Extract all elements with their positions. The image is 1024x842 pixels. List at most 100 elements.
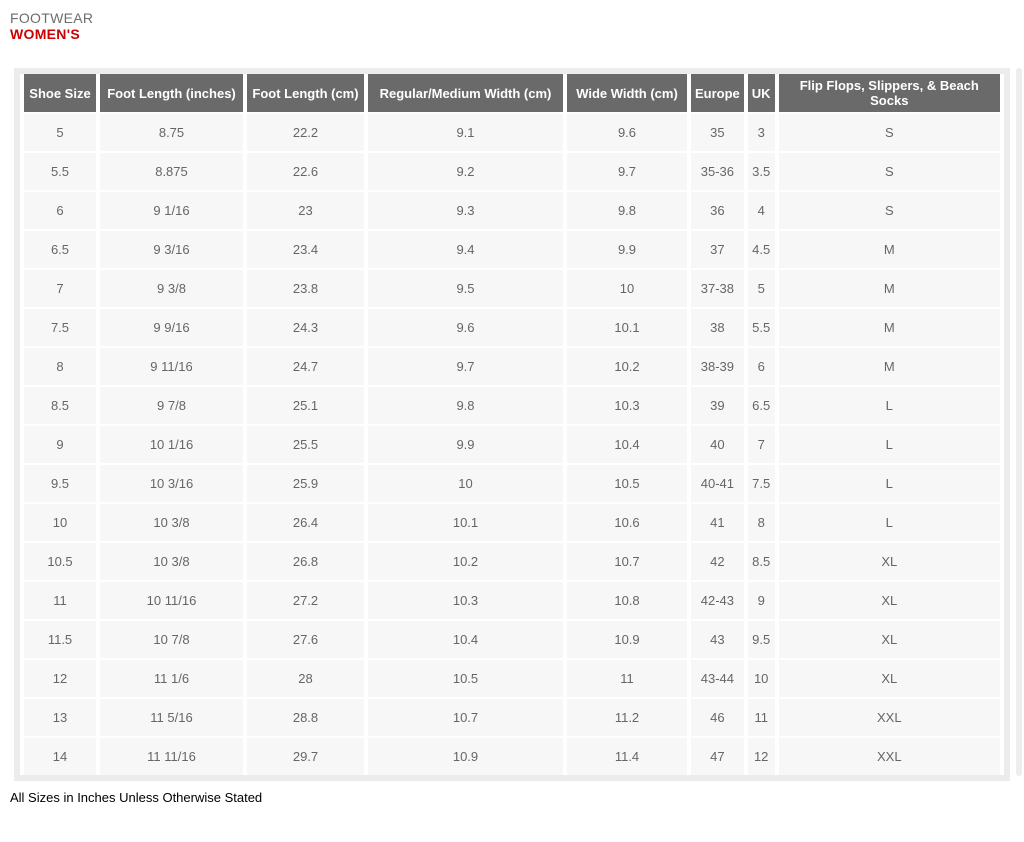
table-cell: L <box>778 426 1000 463</box>
table-cell: 3.5 <box>747 153 775 190</box>
table-cell: 6.5 <box>24 231 96 268</box>
table-cell: 47 <box>691 738 744 775</box>
table-cell: 9 9/16 <box>100 309 243 346</box>
table-cell: 8.5 <box>24 387 96 424</box>
table-cell: 8.875 <box>100 153 243 190</box>
table-cell: 38-39 <box>691 348 744 385</box>
scrollbar-track[interactable] <box>1016 68 1022 776</box>
table-cell: 25.9 <box>247 465 364 502</box>
table-cell: 11 11/16 <box>100 738 243 775</box>
table-cell: 9.7 <box>567 153 687 190</box>
table-cell: 8.75 <box>100 114 243 151</box>
table-cell: 4 <box>747 192 775 229</box>
column-header: Flip Flops, Slippers, & Beach Socks <box>778 74 1000 112</box>
table-cell: 10 3/8 <box>100 543 243 580</box>
table-cell: 3 <box>747 114 775 151</box>
table-cell: 10.4 <box>567 426 687 463</box>
table-row: 9.5 10 3/16 25.9 10 10.5 40-41 7.5 L <box>24 465 1000 502</box>
table-cell: 10 <box>368 465 563 502</box>
table-cell: 42-43 <box>691 582 744 619</box>
table-cell: 23.8 <box>247 270 364 307</box>
table-cell: 9.6 <box>567 114 687 151</box>
table-cell: 5 <box>24 114 96 151</box>
table-cell: XL <box>778 582 1000 619</box>
table-cell: 10 <box>747 660 775 697</box>
table-cell: 8.5 <box>747 543 775 580</box>
table-row: 8.5 9 7/8 25.1 9.8 10.3 39 6.5 L <box>24 387 1000 424</box>
table-row: 5.5 8.875 22.6 9.2 9.7 35-36 3.5 S <box>24 153 1000 190</box>
table-cell: 5 <box>747 270 775 307</box>
category-label: FOOTWEAR <box>10 10 94 26</box>
table-cell: 6 <box>24 192 96 229</box>
table-cell: 35 <box>691 114 744 151</box>
table-cell: 11 <box>747 699 775 736</box>
table-cell: 22.2 <box>247 114 364 151</box>
column-header: Foot Length (inches) <box>100 74 243 112</box>
table-cell: L <box>778 504 1000 541</box>
table-cell: 9 3/8 <box>100 270 243 307</box>
table-cell: 43 <box>691 621 744 658</box>
table-cell: 39 <box>691 387 744 424</box>
table-cell: 10.5 <box>368 660 563 697</box>
table-cell: 11 5/16 <box>100 699 243 736</box>
table-cell: 43-44 <box>691 660 744 697</box>
table-row: 10 10 3/8 26.4 10.1 10.6 41 8 L <box>24 504 1000 541</box>
table-cell: 24.7 <box>247 348 364 385</box>
table-cell: 9 <box>747 582 775 619</box>
table-row: 6.5 9 3/16 23.4 9.4 9.9 37 4.5 M <box>24 231 1000 268</box>
table-cell: 26.8 <box>247 543 364 580</box>
column-header: Europe <box>691 74 744 112</box>
table-cell: 9 3/16 <box>100 231 243 268</box>
table-cell: 25.5 <box>247 426 364 463</box>
table-cell: 40-41 <box>691 465 744 502</box>
table-cell: M <box>778 348 1000 385</box>
table-cell: 12 <box>747 738 775 775</box>
column-header: Shoe Size <box>24 74 96 112</box>
table-cell: 9 <box>24 426 96 463</box>
table-cell: 27.2 <box>247 582 364 619</box>
table-cell: 5.5 <box>747 309 775 346</box>
table-row: 11 10 11/16 27.2 10.3 10.8 42-43 9 XL <box>24 582 1000 619</box>
table-cell: 10 7/8 <box>100 621 243 658</box>
table-cell: 10.2 <box>368 543 563 580</box>
table-cell: 10 11/16 <box>100 582 243 619</box>
table-cell: 23 <box>247 192 364 229</box>
table-cell: 9.1 <box>368 114 563 151</box>
table-cell: 41 <box>691 504 744 541</box>
table-cell: 23.4 <box>247 231 364 268</box>
table-cell: 40 <box>691 426 744 463</box>
table-cell: 9.6 <box>368 309 563 346</box>
table-cell: 9.2 <box>368 153 563 190</box>
table-cell: 38 <box>691 309 744 346</box>
table-cell: 9.4 <box>368 231 563 268</box>
table-cell: 10.7 <box>567 543 687 580</box>
table-cell: 9 11/16 <box>100 348 243 385</box>
table-cell: 10.8 <box>567 582 687 619</box>
table-cell: 9.9 <box>368 426 563 463</box>
table-cell: 37-38 <box>691 270 744 307</box>
table-cell: 10.9 <box>567 621 687 658</box>
table-cell: 9.8 <box>368 387 563 424</box>
table-cell: 5.5 <box>24 153 96 190</box>
table-cell: 11.4 <box>567 738 687 775</box>
table-cell: 10.3 <box>368 582 563 619</box>
table-cell: 9.5 <box>368 270 563 307</box>
table-cell: 46 <box>691 699 744 736</box>
table-cell: 10.9 <box>368 738 563 775</box>
table-cell: XXL <box>778 699 1000 736</box>
table-cell: M <box>778 231 1000 268</box>
table-cell: XL <box>778 543 1000 580</box>
table-row: 9 10 1/16 25.5 9.9 10.4 40 7 L <box>24 426 1000 463</box>
table-cell: XL <box>778 660 1000 697</box>
table-cell: 28.8 <box>247 699 364 736</box>
table-cell: 9 1/16 <box>100 192 243 229</box>
table-cell: 36 <box>691 192 744 229</box>
table-cell: 10.7 <box>368 699 563 736</box>
column-header: UK <box>747 74 775 112</box>
table-cell: 28 <box>247 660 364 697</box>
table-row: 14 11 11/16 29.7 10.9 11.4 47 12 XXL <box>24 738 1000 775</box>
table-cell: 9.7 <box>368 348 563 385</box>
table-row: 12 11 1/6 28 10.5 11 43-44 10 XL <box>24 660 1000 697</box>
